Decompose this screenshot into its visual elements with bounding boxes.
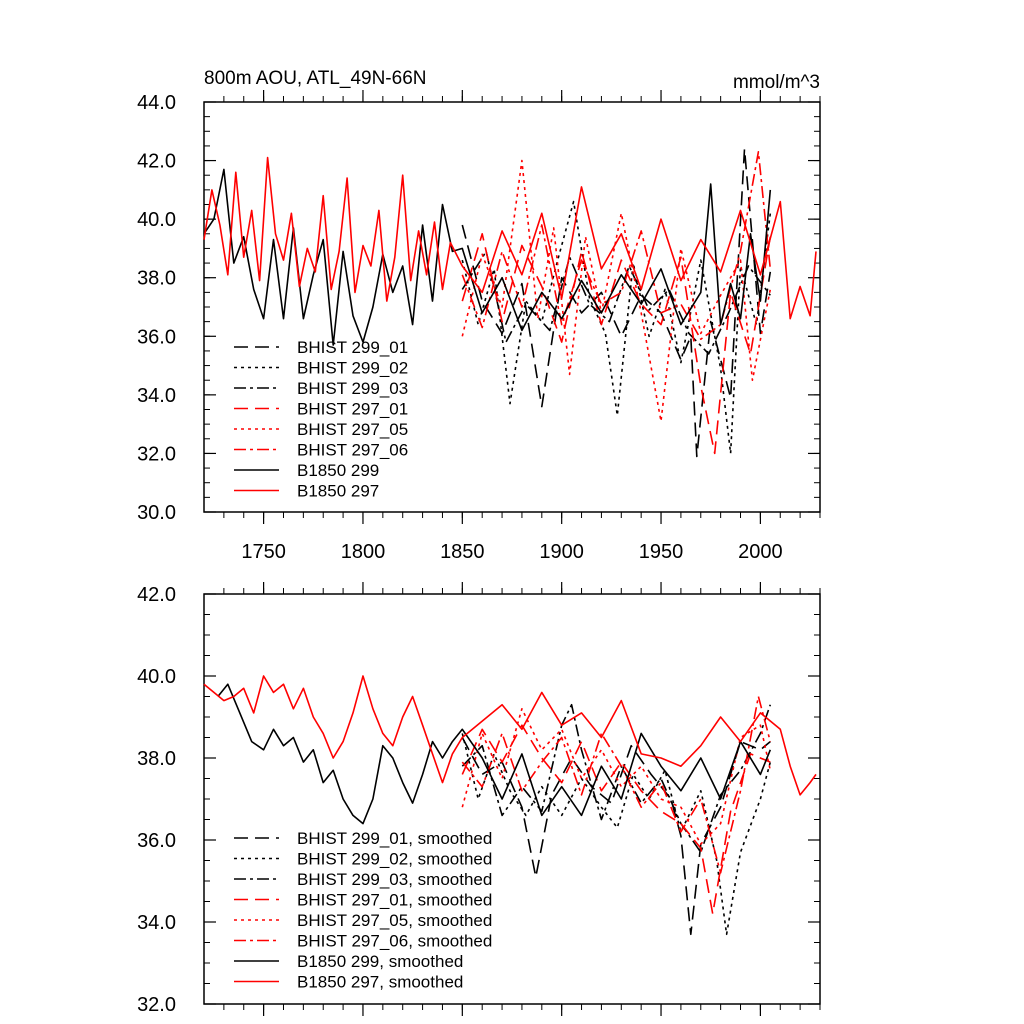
legend-label: B1850 297, smoothed xyxy=(297,973,463,992)
legend-label: B1850 299 xyxy=(297,461,379,480)
legend-label: BHIST 297_05, smoothed xyxy=(297,911,492,930)
legend-label: BHIST 299_02 xyxy=(297,359,408,378)
series-line-1 xyxy=(461,200,772,455)
legend-label: B1850 297 xyxy=(297,482,379,501)
y-tick-label: 40.0 xyxy=(137,209,176,231)
y-tick-label: 38.0 xyxy=(137,748,176,770)
y-tick-label: 34.0 xyxy=(137,385,176,407)
top-panel-series xyxy=(203,148,817,458)
y-tick-label: 42.0 xyxy=(137,151,176,173)
y-tick-label: 42.0 xyxy=(137,584,176,606)
top-panel-units: mmol/m^3 xyxy=(733,72,820,93)
series-line-4 xyxy=(461,707,772,845)
series-line-0 xyxy=(461,148,772,458)
legend-label: BHIST 299_01 xyxy=(297,338,408,357)
series-line-4 xyxy=(461,159,772,423)
series-line-7 xyxy=(203,675,817,796)
top-panel-title: 800m AOU, ATL_49N-66N xyxy=(204,68,426,89)
series-line-0 xyxy=(461,737,771,936)
legend-label: BHIST 299_03 xyxy=(297,379,408,398)
series-line-1 xyxy=(461,733,772,936)
bottom-panel-ticks: 32.0 34.0 36.0 38.0 40.0 42.0 xyxy=(137,582,821,1016)
y-tick-label: 36.0 xyxy=(137,830,176,852)
bottom-panel-series xyxy=(203,675,817,936)
x-tick-label: 2000 xyxy=(738,541,783,563)
series-line-6 xyxy=(203,168,772,346)
series-line-3 xyxy=(461,233,772,455)
legend-label: BHIST 297_01, smoothed xyxy=(297,891,492,910)
y-tick-label: 44.0 xyxy=(137,92,176,114)
bottom-panel-legend: BHIST 299_01, smoothed BHIST 299_02, smoo… xyxy=(234,829,492,992)
legend-label: BHIST 297_01 xyxy=(297,400,408,419)
x-tick-label: 1950 xyxy=(639,541,684,563)
x-tick-label: 1900 xyxy=(539,541,584,563)
y-tick-label: 38.0 xyxy=(137,268,176,290)
x-tick-label: 1850 xyxy=(440,541,485,563)
series-line-5 xyxy=(461,695,772,874)
series-line-6 xyxy=(217,683,772,825)
legend-label: BHIST 297_05 xyxy=(297,420,408,439)
legend-label: BHIST 299_01, smoothed xyxy=(297,829,492,848)
legend-label: BHIST 299_03, smoothed xyxy=(297,870,492,889)
legend-label: BHIST 297_06, smoothed xyxy=(297,932,492,951)
series-line-3 xyxy=(461,724,771,915)
y-tick-label: 32.0 xyxy=(137,994,176,1016)
y-tick-label: 40.0 xyxy=(137,666,176,688)
legend-label: B1850 299, smoothed xyxy=(297,952,463,971)
y-tick-label: 36.0 xyxy=(137,326,176,348)
y-tick-label: 30.0 xyxy=(137,502,176,524)
y-tick-label: 32.0 xyxy=(137,443,176,465)
series-line-7 xyxy=(203,156,817,320)
x-tick-label: 1750 xyxy=(241,541,286,563)
top-panel: 800m AOU, ATL_49N-66N mmol/m^3 30.032.03… xyxy=(137,68,821,563)
bottom-panel: 32.0 34.0 36.0 38.0 40.0 42.0 BHIST 299_01, s… xyxy=(137,582,821,1016)
top-panel-ticks: 30.0 32.0 34.0 36.0 38.0 40.0 42.0 44.0 1750 1800… xyxy=(137,90,821,563)
series-line-2 xyxy=(461,250,771,355)
legend-label: BHIST 299_02, smoothed xyxy=(297,850,492,869)
x-tick-label: 1800 xyxy=(341,541,386,563)
legend-label: BHIST 297_06 xyxy=(297,441,408,460)
y-tick-label: 34.0 xyxy=(137,912,176,934)
